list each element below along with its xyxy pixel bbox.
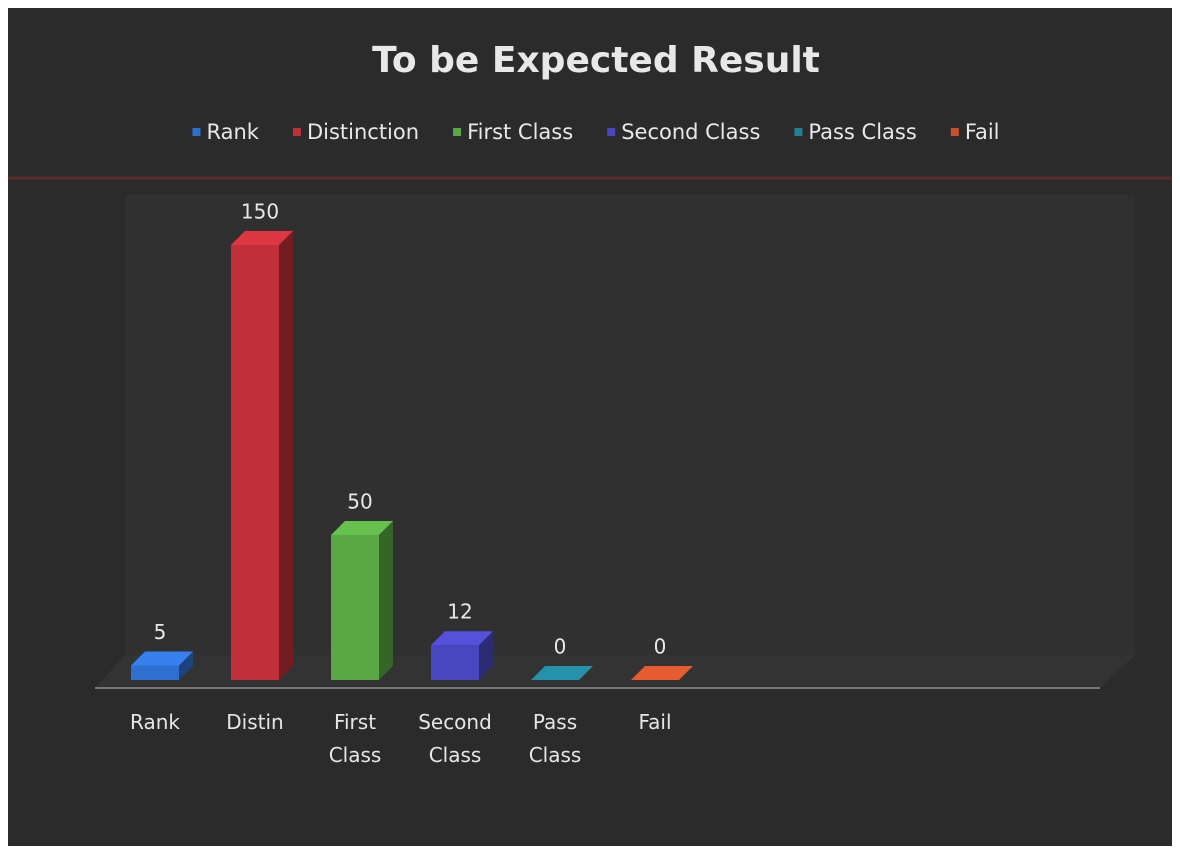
data-label: 0 [654,635,667,659]
legend-label: First Class [467,120,573,144]
bar [231,245,279,680]
back-wall [125,195,1135,655]
legend-label: Pass Class [808,120,916,144]
legend-swatch [794,128,803,136]
bar-top [331,521,393,535]
bar [331,535,379,680]
legend-swatch [292,128,301,136]
legend-label: Distinction [307,120,419,144]
x-tick-label: Fail [638,710,672,734]
data-label: 5 [154,620,167,644]
data-label: 0 [554,635,567,659]
x-tick-label: First Class [328,710,382,767]
chart-title: To be Expected Result [372,40,820,81]
bar-top [431,631,493,646]
bar [131,665,179,680]
data-label: 50 [347,490,372,514]
x-tick-label: Rank [130,710,180,734]
bar-top [631,666,693,680]
x-tick-label: Distin [226,710,284,734]
bar-top [231,231,293,245]
bar-side [179,651,193,680]
data-label: 12 [447,600,472,624]
bar [431,645,479,680]
bar-side [279,231,293,680]
legend-swatch [192,128,201,136]
bar-side [379,521,393,680]
legend-swatch [950,128,959,136]
data-label: 150 [241,200,279,224]
legend-label: Second Class [621,120,760,144]
x-tick-label: Second Class [418,710,492,767]
bar-side [479,631,493,680]
bar-top [131,651,193,666]
legend-swatch [453,128,462,136]
x-tick-label: Pass Class [528,710,582,767]
bar-top [531,666,593,680]
legend-swatch [607,128,616,136]
legend-label: Fail [965,120,1000,144]
legend-label: Rank [206,120,259,144]
